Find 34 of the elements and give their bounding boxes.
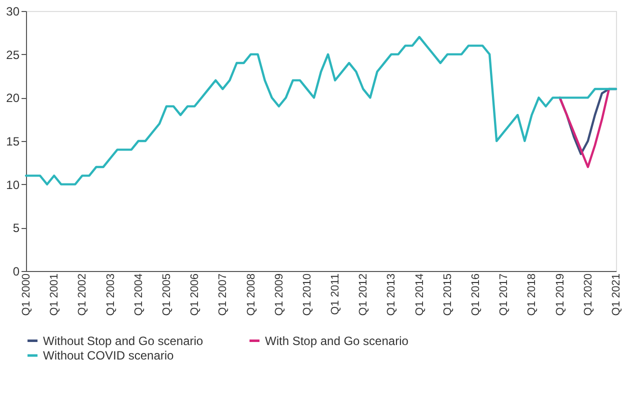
x-tick-label: Q1 2008: [245, 274, 258, 316]
x-tick-label: Q1 2009: [273, 274, 286, 316]
x-tick-label: Q1 2017: [498, 274, 510, 316]
y-tick-label: 0: [12, 264, 20, 278]
x-tick-label: Q1 2021: [610, 274, 622, 316]
x-tick-label: Q1 2014: [414, 274, 426, 316]
x-tick-label: Q1 2012: [358, 274, 370, 316]
line-series: [24, 36, 618, 186]
x-tick-label: Q1 2002: [76, 274, 89, 316]
x-tick-label: Q1 2018: [526, 274, 538, 316]
legend-label: Without Stop and Go scenario: [43, 334, 204, 348]
x-tick-label: Q1 2013: [386, 274, 398, 316]
x-tick-label: Q1 2020: [582, 274, 594, 316]
x-tick-label: Q1 2000: [20, 274, 32, 316]
y-tick-label: 5: [12, 221, 20, 236]
line-series: [558, 88, 610, 168]
x-tick-label: Q1 2004: [132, 274, 145, 316]
legend-label: With Stop and Go scenario: [265, 334, 409, 348]
x-tick-label: Q1 2016: [470, 274, 482, 316]
x-tick-label: Q1 2005: [160, 274, 173, 316]
y-tick-label: 30: [6, 4, 20, 18]
x-tick-label: Q1 2006: [189, 274, 202, 316]
x-tick-label: Q1 2003: [104, 274, 117, 316]
x-tick-label: Q1 2015: [442, 274, 454, 316]
y-tick-label: 25: [6, 48, 20, 62]
x-tick-label: Q1 2011: [330, 274, 342, 315]
y-tick-label: 20: [6, 91, 20, 106]
y-tick-label: 10: [6, 178, 20, 192]
x-tick-label: Q1 2007: [217, 274, 230, 316]
y-tick-label: 15: [6, 134, 20, 148]
legend-label: Without COVID scenario: [43, 348, 174, 362]
x-tick-label: Q1 2001: [48, 274, 61, 316]
x-tick-label: Q1 2019: [554, 274, 566, 316]
x-tick-label: Q1 2010: [301, 274, 314, 316]
